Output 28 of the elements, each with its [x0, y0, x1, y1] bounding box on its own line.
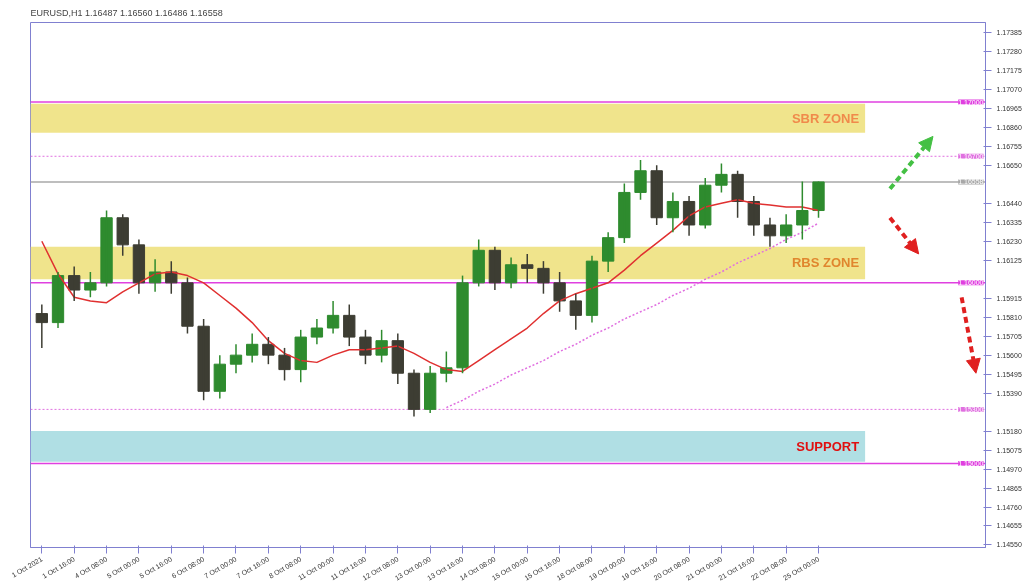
band-label: RBS ZONE: [791, 255, 860, 271]
candlestick: [181, 276, 194, 335]
candlestick: [472, 238, 485, 288]
candlestick: [715, 162, 728, 194]
candlestick: [553, 271, 566, 313]
candlestick: [569, 292, 582, 331]
candlestick: [100, 209, 113, 288]
band-label: SBR ZONE: [791, 110, 860, 126]
candlestick: [796, 180, 809, 241]
candlestick: [456, 274, 469, 374]
candlestick: [634, 159, 647, 201]
candlestick: [812, 180, 825, 219]
candlestick: [197, 318, 210, 402]
candlestick: [294, 329, 307, 384]
candlestick: [359, 329, 372, 365]
candlestick: [650, 164, 663, 226]
chart-title: EURUSD,H1 1.16487 1.16560 1.16486 1.16558: [30, 7, 223, 18]
band-label: SUPPORT: [796, 438, 860, 454]
candlestick: [278, 347, 291, 382]
candlestick: [375, 329, 388, 364]
candlestick: [262, 336, 275, 365]
candlestick: [521, 253, 534, 284]
candlestick: [84, 271, 97, 299]
candlestick: [537, 260, 550, 295]
candlestick: [618, 182, 631, 244]
candlestick: [116, 213, 129, 257]
candlestick: [343, 303, 356, 347]
candlestick: [731, 169, 744, 219]
